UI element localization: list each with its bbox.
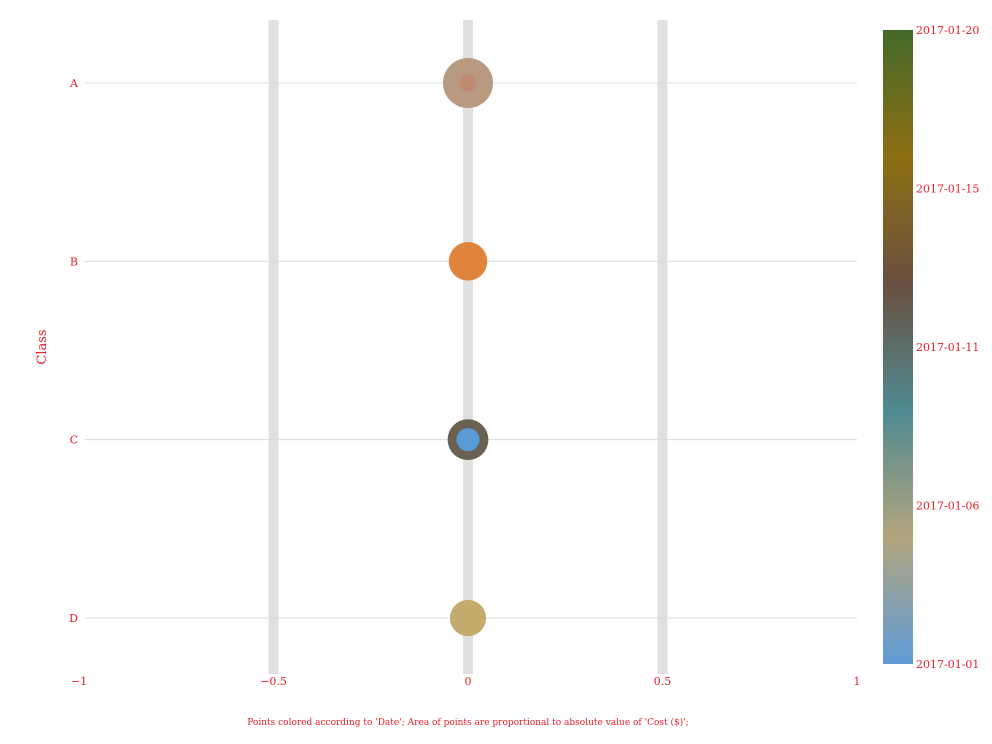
data-points: [443, 58, 493, 637]
colorbar-label: 2017-01-06: [916, 500, 979, 513]
colorbar-label: 2017-01-20: [916, 24, 979, 37]
point-C-4: [456, 428, 480, 452]
y-axis-ticks: A B C D: [69, 77, 79, 625]
x-tick-label: 0: [465, 675, 472, 688]
colorbar-label: 2017-01-15: [916, 183, 979, 196]
x-band-0: [268, 20, 279, 674]
colorbar-label: 2017-01-11: [916, 341, 979, 354]
colorbar: [883, 30, 913, 664]
colorbar-label: 2017-01-01: [916, 658, 979, 671]
y-tick-label: A: [69, 77, 79, 90]
y-tick-label: C: [70, 434, 78, 447]
y-tick-label: D: [69, 612, 78, 625]
y-axis-title: Class: [35, 329, 50, 364]
chart-caption: Points colored according to 'Date'; Area…: [247, 717, 689, 728]
point-A-5: [459, 74, 477, 92]
x-band-2: [657, 20, 668, 674]
y-tick-label: B: [70, 255, 78, 268]
x-tick-label: 1: [854, 675, 861, 688]
point-D-3: [449, 599, 487, 637]
x-tick-label: −0.5: [260, 675, 287, 688]
x-highlight-bands: [268, 20, 668, 674]
point-B-2: [448, 242, 488, 281]
colorbar-labels: 2017-01-20 2017-01-15 2017-01-11 2017-01-06…: [916, 24, 979, 671]
x-band-1: [463, 20, 473, 674]
x-tick-label: −1: [71, 675, 87, 688]
x-tick-label: 0.5: [654, 675, 672, 688]
x-axis-ticks: −1 −0.5 0 0.5 1: [71, 675, 861, 688]
